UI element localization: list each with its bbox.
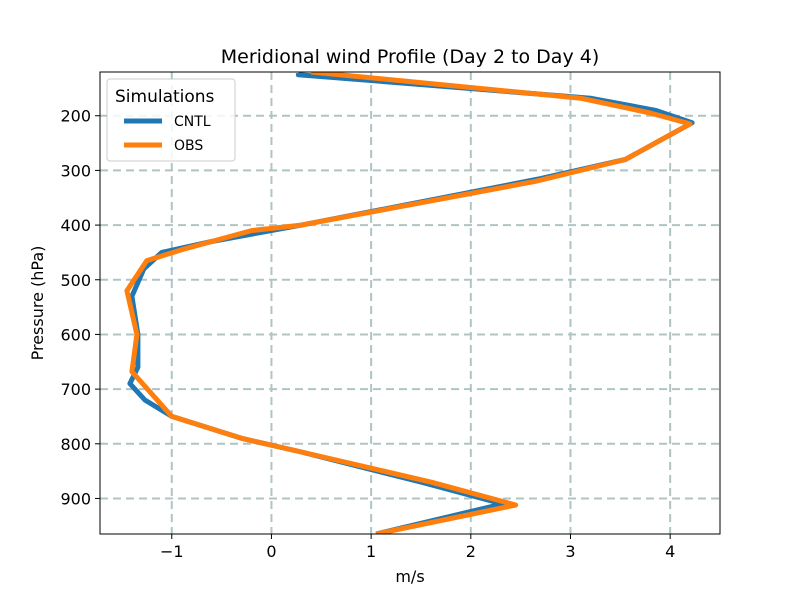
y-tick-label: 200 [60, 107, 91, 126]
x-tick-label: 2 [466, 542, 476, 561]
series-line-obs [124, 72, 693, 534]
series-lines [124, 72, 695, 534]
y-tick-label: 300 [60, 161, 91, 180]
x-tick-label: −1 [160, 542, 184, 561]
y-tick-label: 500 [60, 271, 91, 290]
y-tick-label: 400 [60, 216, 91, 235]
y-tick-label: 600 [60, 325, 91, 344]
legend-items: CNTL OBS [124, 114, 211, 154]
x-tick-label: 4 [665, 542, 675, 561]
legend-label-cntl: CNTL [174, 114, 211, 130]
x-tick-label: 3 [565, 542, 575, 561]
y-tick-label: 700 [60, 380, 91, 399]
y-axis-label: Pressure (hPa) [28, 246, 47, 361]
legend: Simulations CNTL OBS [106, 78, 236, 162]
y-tick-label: 800 [60, 435, 91, 454]
grid-lines [100, 72, 720, 534]
chart-title: Meridional wind Profile (Day 2 to Day 4) [221, 46, 600, 68]
x-tick-label: 0 [266, 542, 276, 561]
legend-box [106, 78, 236, 162]
x-tick-label: 1 [366, 542, 376, 561]
y-tick-label: 900 [60, 489, 91, 508]
legend-title: Simulations [115, 87, 215, 107]
legend-label-obs: OBS [174, 138, 203, 154]
y-axis-ticks: 200 300 400 500 600 700 800 900 [60, 107, 100, 508]
x-axis-label: m/s [395, 567, 424, 586]
plot-frame [99, 71, 721, 535]
x-axis-ticks: −1 0 1 2 3 4 [160, 534, 675, 561]
